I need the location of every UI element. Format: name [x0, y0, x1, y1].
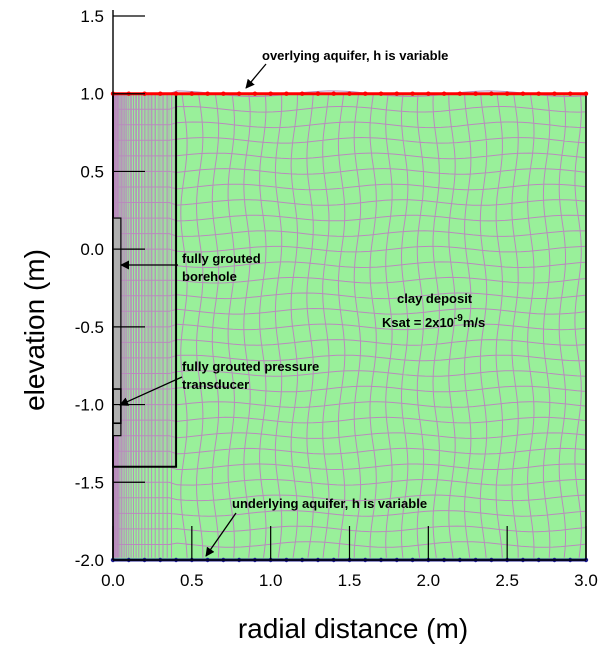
boundary-node — [504, 91, 510, 96]
boundary-node — [568, 91, 573, 96]
x-tick-label: 2.0 — [417, 571, 441, 590]
boundary-node — [363, 91, 368, 96]
boundary-node — [189, 91, 195, 96]
x-tick-label: 3.0 — [574, 571, 598, 590]
transducer-arrow — [119, 376, 183, 406]
x-tick-label: 0.0 — [101, 571, 125, 590]
x-axis-title: radial distance (m) — [238, 613, 468, 644]
boundary-node — [268, 91, 273, 96]
x-tick-label: 1.5 — [338, 571, 362, 590]
borehole-label-line2: borehole — [182, 269, 237, 284]
annotations: overlying aquifer, h is variable fully g… — [119, 48, 485, 557]
refined-mesh-lines — [120, 93, 175, 467]
boundary-node — [221, 91, 226, 96]
boundary-node — [252, 91, 258, 96]
boundary-node — [457, 91, 463, 96]
transducer-label-line2: transducer — [182, 377, 249, 392]
boundary-node — [315, 91, 321, 96]
y-axis-title: elevation (m) — [19, 249, 50, 411]
boundary-node — [394, 91, 399, 96]
x-tick-label: 0.5 — [180, 571, 204, 590]
boundary-node — [284, 91, 289, 96]
transducer-label-line1: fully grouted pressure — [182, 359, 319, 374]
y-tick-label: 1.0 — [80, 85, 104, 104]
overlying-aquifer-arrow — [245, 63, 267, 89]
boundary-node — [331, 91, 336, 96]
boundary-node — [173, 91, 179, 96]
y-tick-label: 0.5 — [80, 162, 104, 181]
boundary-node — [441, 91, 447, 96]
boundary-node — [378, 91, 384, 96]
boundary-node — [236, 91, 242, 96]
boundary-node — [536, 91, 541, 96]
x-axis-ticks: 0.0 0.5 1.0 1.5 2.0 2.5 3.0 — [101, 526, 598, 590]
boundary-node — [426, 91, 431, 96]
boundary-node — [583, 91, 589, 96]
underlying-aquifer-label: underlying aquifer, h is variable — [232, 496, 427, 511]
ksat-label: Ksat = 2x10-9m/s — [382, 313, 485, 330]
boundary-node — [410, 91, 415, 96]
overlying-aquifer-label: overlying aquifer, h is variable — [262, 48, 448, 63]
finite-element-mesh — [113, 90, 586, 558]
y-tick-label: -2.0 — [75, 551, 104, 570]
y-axis-ticks: 1.5 1.0 0.5 0.0 -0.5 -1.0 -1.5 -2.0 — [75, 7, 145, 570]
y-tick-label: -1.0 — [75, 396, 104, 415]
underlying-aquifer-arrow — [205, 512, 237, 557]
boundary-node — [347, 91, 352, 96]
clay-deposit-label: clay deposit — [397, 291, 473, 306]
boundary-node — [473, 91, 478, 96]
x-tick-label: 2.5 — [495, 571, 519, 590]
y-tick-label: -1.5 — [75, 473, 104, 492]
y-tick-label: 0.0 — [80, 240, 104, 259]
model-domain — [113, 93, 586, 560]
boundary-node — [520, 91, 526, 96]
boundary-node — [205, 91, 210, 96]
x-tick-label: 1.0 — [259, 571, 283, 590]
boundary-node — [300, 91, 305, 96]
ksat-prefix: Ksat = 2x10 — [382, 315, 454, 330]
y-tick-label: 1.5 — [80, 7, 104, 26]
ksat-exponent: -9 — [454, 313, 463, 324]
borehole-label-line1: fully grouted — [182, 251, 261, 266]
ksat-unit: m/s — [463, 315, 485, 330]
boundary-node — [552, 91, 557, 96]
y-tick-label: -0.5 — [75, 318, 104, 337]
boundary-node — [158, 91, 163, 96]
boundary-node — [489, 91, 494, 96]
